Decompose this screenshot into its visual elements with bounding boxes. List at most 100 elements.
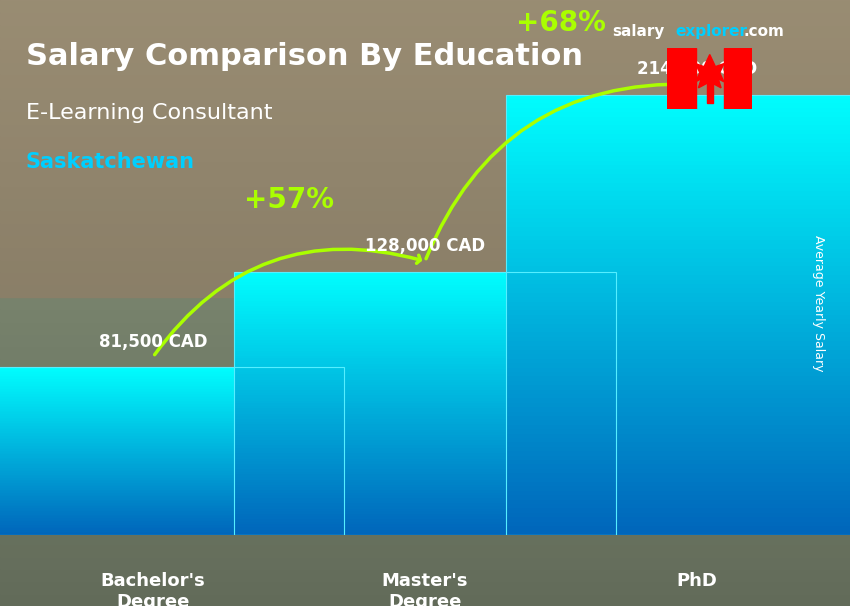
Bar bbox=[234, 371, 616, 375]
Bar bbox=[234, 467, 616, 469]
Bar bbox=[506, 130, 850, 135]
Bar bbox=[234, 461, 616, 464]
Bar bbox=[506, 522, 850, 526]
Bar bbox=[234, 287, 616, 290]
Bar bbox=[506, 429, 850, 434]
Bar bbox=[0, 516, 344, 518]
Bar bbox=[234, 464, 616, 467]
Bar bbox=[506, 442, 850, 447]
Bar bbox=[234, 406, 616, 408]
Bar bbox=[234, 403, 616, 406]
Bar bbox=[234, 519, 616, 522]
Bar bbox=[506, 473, 850, 478]
Bar bbox=[0, 379, 344, 381]
Bar bbox=[234, 316, 616, 319]
Bar bbox=[0, 421, 344, 422]
Bar bbox=[0, 533, 344, 535]
Bar bbox=[234, 298, 616, 301]
Bar bbox=[506, 332, 850, 337]
Bar bbox=[0, 478, 344, 479]
Bar bbox=[234, 282, 616, 285]
Bar bbox=[0, 453, 344, 454]
Bar bbox=[0, 463, 344, 464]
Bar bbox=[234, 379, 616, 382]
Bar bbox=[506, 306, 850, 310]
Bar bbox=[506, 381, 850, 385]
Bar bbox=[506, 213, 850, 218]
Bar bbox=[506, 156, 850, 161]
Text: Average Yearly Salary: Average Yearly Salary bbox=[812, 235, 824, 371]
Bar bbox=[506, 99, 850, 104]
Bar bbox=[234, 479, 616, 482]
Bar bbox=[0, 422, 344, 424]
Bar bbox=[0, 409, 344, 411]
Bar bbox=[0, 468, 344, 470]
Bar bbox=[0, 470, 344, 471]
Bar bbox=[234, 319, 616, 322]
Bar bbox=[0, 413, 344, 414]
Bar bbox=[234, 469, 616, 471]
Bar bbox=[0, 426, 344, 428]
Bar bbox=[0, 439, 344, 441]
Bar bbox=[234, 359, 616, 361]
Bar bbox=[234, 477, 616, 479]
Bar bbox=[234, 456, 616, 459]
Bar bbox=[0, 416, 344, 418]
Bar bbox=[234, 493, 616, 495]
Bar bbox=[506, 355, 850, 359]
Bar bbox=[234, 385, 616, 387]
Bar bbox=[234, 482, 616, 485]
Bar bbox=[234, 295, 616, 298]
Text: +68%: +68% bbox=[516, 8, 606, 36]
Bar bbox=[234, 430, 616, 432]
Bar bbox=[0, 466, 344, 468]
Bar bbox=[234, 338, 616, 340]
Bar bbox=[506, 170, 850, 174]
Bar bbox=[0, 523, 344, 525]
Bar bbox=[0, 374, 344, 376]
Bar bbox=[506, 201, 850, 205]
Bar bbox=[234, 293, 616, 295]
Bar bbox=[506, 495, 850, 500]
Bar bbox=[506, 218, 850, 222]
Bar bbox=[506, 328, 850, 332]
Bar bbox=[0, 389, 344, 391]
Bar bbox=[0, 381, 344, 382]
Bar bbox=[234, 485, 616, 487]
Bar bbox=[0, 486, 344, 488]
Bar bbox=[0, 483, 344, 485]
Bar bbox=[506, 363, 850, 368]
Bar bbox=[234, 340, 616, 342]
Bar bbox=[234, 532, 616, 535]
Bar bbox=[506, 451, 850, 456]
Bar bbox=[234, 504, 616, 506]
Bar bbox=[0, 479, 344, 481]
Bar bbox=[0, 376, 344, 378]
Bar bbox=[234, 427, 616, 430]
Bar bbox=[506, 152, 850, 156]
Bar bbox=[506, 526, 850, 530]
Bar bbox=[0, 384, 344, 385]
Bar bbox=[506, 337, 850, 341]
Bar bbox=[234, 356, 616, 359]
Bar bbox=[506, 116, 850, 121]
Bar bbox=[0, 476, 344, 478]
Bar bbox=[0, 503, 344, 505]
Bar bbox=[234, 508, 616, 511]
Bar bbox=[0, 391, 344, 392]
Bar bbox=[0, 508, 344, 510]
Bar bbox=[234, 424, 616, 427]
Bar bbox=[506, 125, 850, 130]
Bar bbox=[234, 506, 616, 508]
Bar bbox=[506, 271, 850, 275]
Bar bbox=[0, 419, 344, 421]
Bar bbox=[0, 485, 344, 486]
Bar bbox=[0, 511, 344, 513]
Bar bbox=[234, 353, 616, 356]
Bar bbox=[506, 376, 850, 381]
Bar bbox=[234, 422, 616, 424]
Bar bbox=[506, 394, 850, 398]
Bar bbox=[234, 350, 616, 353]
Bar bbox=[0, 402, 344, 404]
Bar bbox=[506, 139, 850, 143]
